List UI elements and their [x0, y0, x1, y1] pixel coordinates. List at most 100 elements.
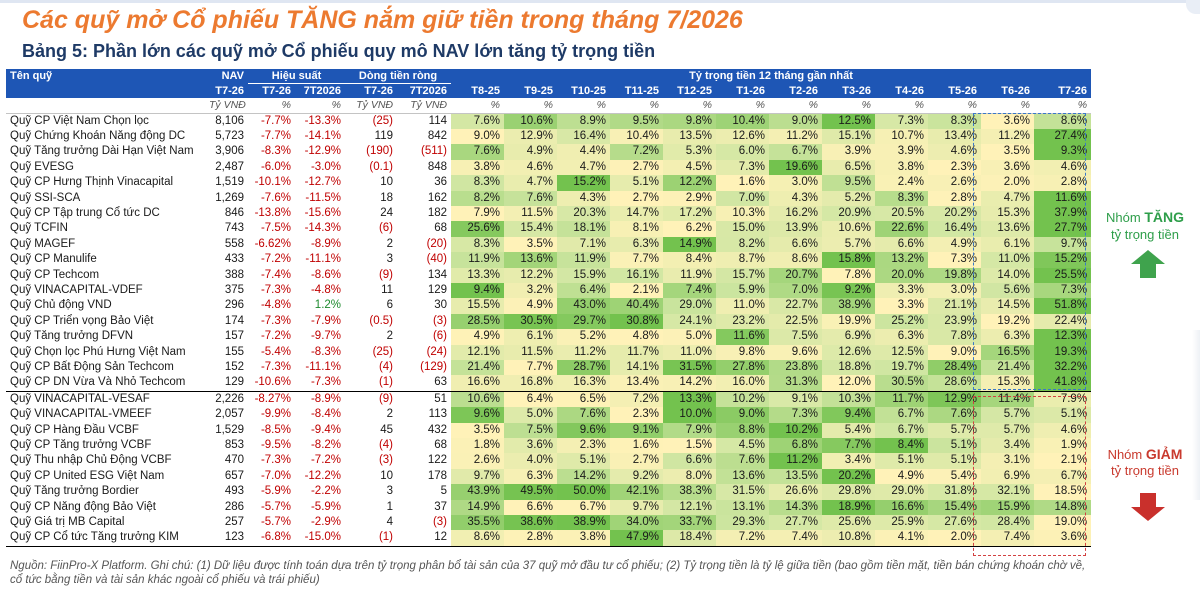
cash-weight-cell: 5.9% — [716, 282, 770, 299]
cash-weight-cell: 5.7% — [928, 422, 982, 439]
cash-weight-cell: 29.3% — [716, 515, 770, 531]
cash-weight-cell: 9.8% — [663, 113, 717, 129]
header-period: T7-26 — [345, 83, 398, 98]
page-title: Các quỹ mở Cổ phiếu TĂNG nắm giữ tiền tr… — [22, 6, 743, 34]
perf-ytd: -13.3% — [304, 114, 342, 127]
cash-weight-cell: 15.8% — [822, 252, 876, 268]
cash-weight-cell: 15.4% — [928, 499, 982, 516]
cash-weight-cell: 3.6% — [504, 438, 558, 454]
cash-weight-cell: 6.6% — [769, 236, 823, 253]
cash-weight-cell: 8.9% — [557, 113, 611, 129]
flow-ytd: 114 — [428, 114, 448, 127]
cash-weight-cell: 10.2% — [769, 422, 823, 439]
flow-month: 11 — [381, 283, 394, 296]
flow-month: (1) — [345, 530, 398, 547]
cash-weight-cell: 3.2% — [504, 282, 558, 299]
nav-value: 493 — [224, 485, 244, 498]
top-border — [0, 0, 1200, 3]
cash-weight-cell: 13.5% — [769, 468, 823, 485]
nav-value: 157 — [224, 330, 244, 343]
nav-value: 1,519 — [215, 176, 244, 189]
header-unit: Tỷ VNĐ — [345, 98, 398, 114]
flow-month: 6 — [386, 299, 394, 312]
table-row: Quỹ CP Năng động Bảo Việt 286 -5.7% -5.9% 1 3… — [6, 499, 1092, 516]
cash-weight-cell: 9.6% — [769, 344, 823, 360]
cash-weight-cell: 6.4% — [557, 282, 611, 299]
fund-name: Quỹ CP Bất Động Sản Techcom — [10, 361, 174, 373]
nav-value: 853 — [224, 439, 244, 452]
cash-weight-cell: 16.0% — [716, 375, 770, 392]
header-unit: % — [769, 98, 823, 114]
nav-value: 174 — [224, 314, 244, 327]
header-fund: Tên quỹ — [6, 69, 205, 84]
cash-weight-cell: 3.8% — [875, 159, 929, 176]
cash-weight-cell: 11.7% — [875, 390, 929, 408]
cash-weight-cell: 7.9% — [663, 422, 717, 439]
cash-weight-cell: 15.7% — [716, 267, 770, 283]
header-period: T10-25 — [557, 83, 611, 98]
table-row: Quỹ Thu nhập Chủ Động VCBF 470 -7.3% -7.2% (… — [6, 453, 1092, 469]
perf-ytd: -5.9% — [310, 500, 342, 513]
cash-weight-cell: 3.6% — [1034, 530, 1092, 547]
header-unit: % — [295, 98, 346, 114]
perf-month: -7.2% — [260, 330, 291, 343]
decrease-group-subtitle: tỷ trọng tiền — [1111, 463, 1179, 478]
table-row: Quỹ Chọn lọc Phú Hưng Việt Nam 155 -5.4% -8… — [6, 344, 1092, 360]
flow-ytd: 848 — [427, 160, 448, 173]
flow-ytd: (3) — [432, 516, 448, 529]
perf-ytd: -7.3% — [310, 376, 342, 389]
cash-weight-cell: 2.7% — [610, 159, 664, 176]
cash-weight-cell: 5.6% — [981, 282, 1035, 299]
right-edge-shadow — [1192, 330, 1200, 500]
cash-weight-cell: 14.2% — [663, 375, 717, 392]
nav-value: 296 — [224, 299, 244, 312]
flow-ytd: 30 — [434, 299, 448, 312]
cash-weight-cell: 7.8% — [928, 329, 982, 345]
cash-weight-cell: 13.5% — [663, 128, 717, 145]
cash-weight-cell: 32.1% — [981, 484, 1035, 500]
cash-weight-cell: 14.1% — [610, 360, 664, 376]
fund-name: Quỹ TCFIN — [10, 222, 68, 235]
cash-weight-cell: 47.9% — [610, 530, 664, 547]
fund-name: Quỹ Tăng trưởng DFVN — [10, 330, 134, 343]
cash-weight-cell: 14.5% — [981, 298, 1035, 314]
perf-ytd: -7.2% — [310, 454, 342, 467]
cash-weight-cell: 4.7% — [981, 190, 1035, 206]
flow-month: (9) — [345, 390, 398, 408]
cash-weight-cell: 3.8% — [451, 159, 505, 176]
source-footnote: Nguồn: FiinPro-X Platform. Ghi chú: (1) … — [10, 560, 1086, 586]
header-period: T7-26 — [205, 83, 248, 98]
cash-weight-cell: 2.6% — [451, 453, 505, 469]
cash-weight-cell: 4.7% — [557, 159, 611, 176]
perf-ytd: -11.1% — [305, 253, 342, 266]
header-unit: % — [716, 98, 770, 114]
cash-weight-cell: 5.2% — [822, 190, 876, 206]
cash-weight-cell: 34.0% — [610, 515, 664, 531]
cash-weight-cell: 6.4% — [504, 390, 558, 408]
cash-weight-cell: 29.8% — [822, 484, 876, 500]
perf-month: -13.8% — [254, 206, 291, 219]
cash-weight-cell: 26.6% — [769, 484, 823, 500]
cash-weight-cell: 2.9% — [663, 190, 717, 206]
perf-ytd: -8.4% — [310, 408, 342, 421]
nav-value: 2,487 — [215, 160, 244, 173]
fund-name: Quỹ CP DN Vừa Và Nhỏ Techcom — [10, 376, 186, 389]
cash-weight-cell: 4.3% — [557, 190, 611, 206]
cash-weight-cell: 7.4% — [981, 530, 1035, 547]
cash-weight-cell: 4.8% — [610, 329, 664, 345]
header-period: 7T2026 — [397, 83, 452, 98]
cash-weight-cell: 5.1% — [1034, 407, 1092, 423]
cash-weight-cell: 14.3% — [769, 499, 823, 516]
cash-weight-cell: 8.0% — [663, 468, 717, 485]
cash-weight-cell: 2.8% — [1034, 175, 1092, 191]
table-row: Quỹ Chứng Khoán Năng động DC 5,723 -7.7% -1… — [6, 128, 1092, 145]
cash-weight-cell: 6.6% — [504, 499, 558, 516]
cash-weight-cell: 6.0% — [716, 144, 770, 160]
fund-name: Quỹ Chọn lọc Phú Hưng Việt Nam — [10, 345, 186, 358]
cash-weight-cell: 4.4% — [557, 144, 611, 160]
cash-weight-cell: 13.9% — [769, 221, 823, 237]
cash-weight-cell: 37.9% — [1034, 205, 1092, 222]
flow-ytd: (129) — [420, 361, 448, 373]
cash-weight-cell: 18.9% — [822, 499, 876, 516]
perf-ytd: -15.6% — [304, 206, 342, 219]
